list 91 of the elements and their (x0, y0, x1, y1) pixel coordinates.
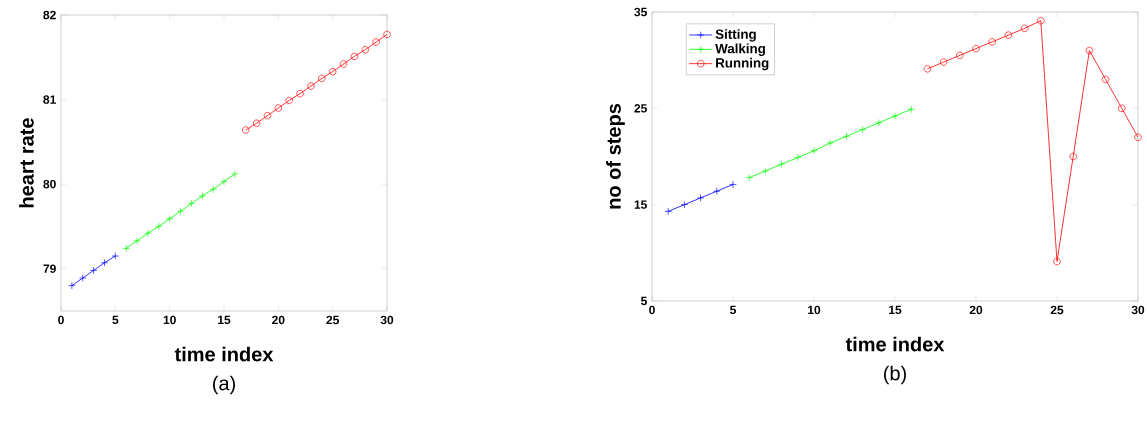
point (907, 105, 915, 113)
point (176, 207, 185, 215)
point (1020, 24, 1029, 33)
point (350, 52, 359, 61)
x-tick-label: 15 (889, 305, 902, 315)
point (1134, 133, 1142, 141)
point (307, 82, 315, 90)
point (79, 274, 87, 282)
point (696, 194, 705, 202)
legend-label: Sitting (715, 29, 756, 42)
point (680, 200, 689, 209)
point (68, 281, 76, 290)
point (329, 67, 337, 76)
point (956, 51, 964, 60)
point (155, 222, 163, 231)
point (842, 132, 851, 140)
y-tick-label: 35 (634, 7, 647, 17)
x-tick-label: 30 (1131, 305, 1145, 315)
point (133, 237, 141, 245)
point (1101, 75, 1110, 84)
x-tick-label: 0 (649, 305, 655, 315)
point (858, 125, 867, 134)
x-tick-label: 5 (730, 305, 736, 315)
text: (a) (213, 375, 235, 395)
point (794, 153, 802, 162)
x-tick-label: 25 (1050, 305, 1064, 315)
point (729, 180, 737, 189)
point (972, 44, 980, 53)
point (252, 119, 261, 127)
point (745, 174, 753, 182)
point (361, 46, 369, 54)
y-tick-label: 80 (43, 179, 56, 189)
point (988, 38, 996, 46)
point (664, 207, 672, 216)
y-axis-title: heart rate (19, 118, 34, 208)
y-tick-label: 82 (43, 10, 56, 20)
point (383, 30, 391, 39)
point (220, 177, 228, 186)
point (274, 104, 283, 112)
point (339, 60, 348, 68)
x-tick-label: 0 (58, 315, 64, 325)
x-tick-label: 5 (112, 315, 119, 325)
point (923, 65, 932, 73)
point (187, 199, 196, 208)
point (166, 215, 174, 223)
x-axis-title: time index (845, 336, 945, 352)
point (939, 58, 948, 66)
point (1069, 152, 1077, 161)
point (89, 266, 98, 275)
y-axis-title: no of steps (606, 104, 625, 209)
point (713, 187, 721, 195)
y-tick-label: 81 (43, 95, 56, 104)
x-tick-label: 20 (272, 315, 285, 325)
legend-label: Running (716, 57, 769, 71)
point (1037, 17, 1045, 25)
point (296, 89, 304, 98)
point (891, 112, 899, 120)
point (122, 244, 130, 253)
y-tick-label: 5 (640, 296, 647, 306)
point (777, 160, 786, 168)
x-tick-label: 10 (163, 315, 176, 325)
point (231, 170, 239, 178)
point (318, 74, 326, 83)
point (144, 229, 152, 237)
legend-label: Walking (715, 43, 765, 56)
point (1004, 31, 1013, 39)
point (761, 167, 770, 175)
point (209, 185, 217, 193)
point (242, 126, 250, 134)
point (100, 259, 109, 267)
x-tick-label: 15 (218, 315, 231, 325)
point (263, 111, 272, 120)
y-tick-label: 79 (43, 264, 56, 273)
point (875, 119, 883, 127)
x-tick-label: 10 (808, 305, 821, 315)
point (1118, 104, 1126, 112)
point (111, 252, 120, 260)
point (1085, 46, 1094, 55)
x-tick-label: 30 (380, 315, 394, 325)
y-tick-label: 15 (634, 200, 647, 209)
point (810, 147, 818, 155)
x-axis-title: time index (174, 346, 274, 362)
text: (b) (884, 365, 906, 385)
point (285, 96, 293, 105)
y-tick-label: 25 (634, 104, 647, 113)
x-tick-label: 20 (969, 305, 983, 315)
point (826, 139, 834, 147)
x-tick-label: 25 (326, 315, 339, 325)
point (372, 38, 380, 46)
point (1053, 257, 1061, 266)
point (198, 192, 206, 200)
